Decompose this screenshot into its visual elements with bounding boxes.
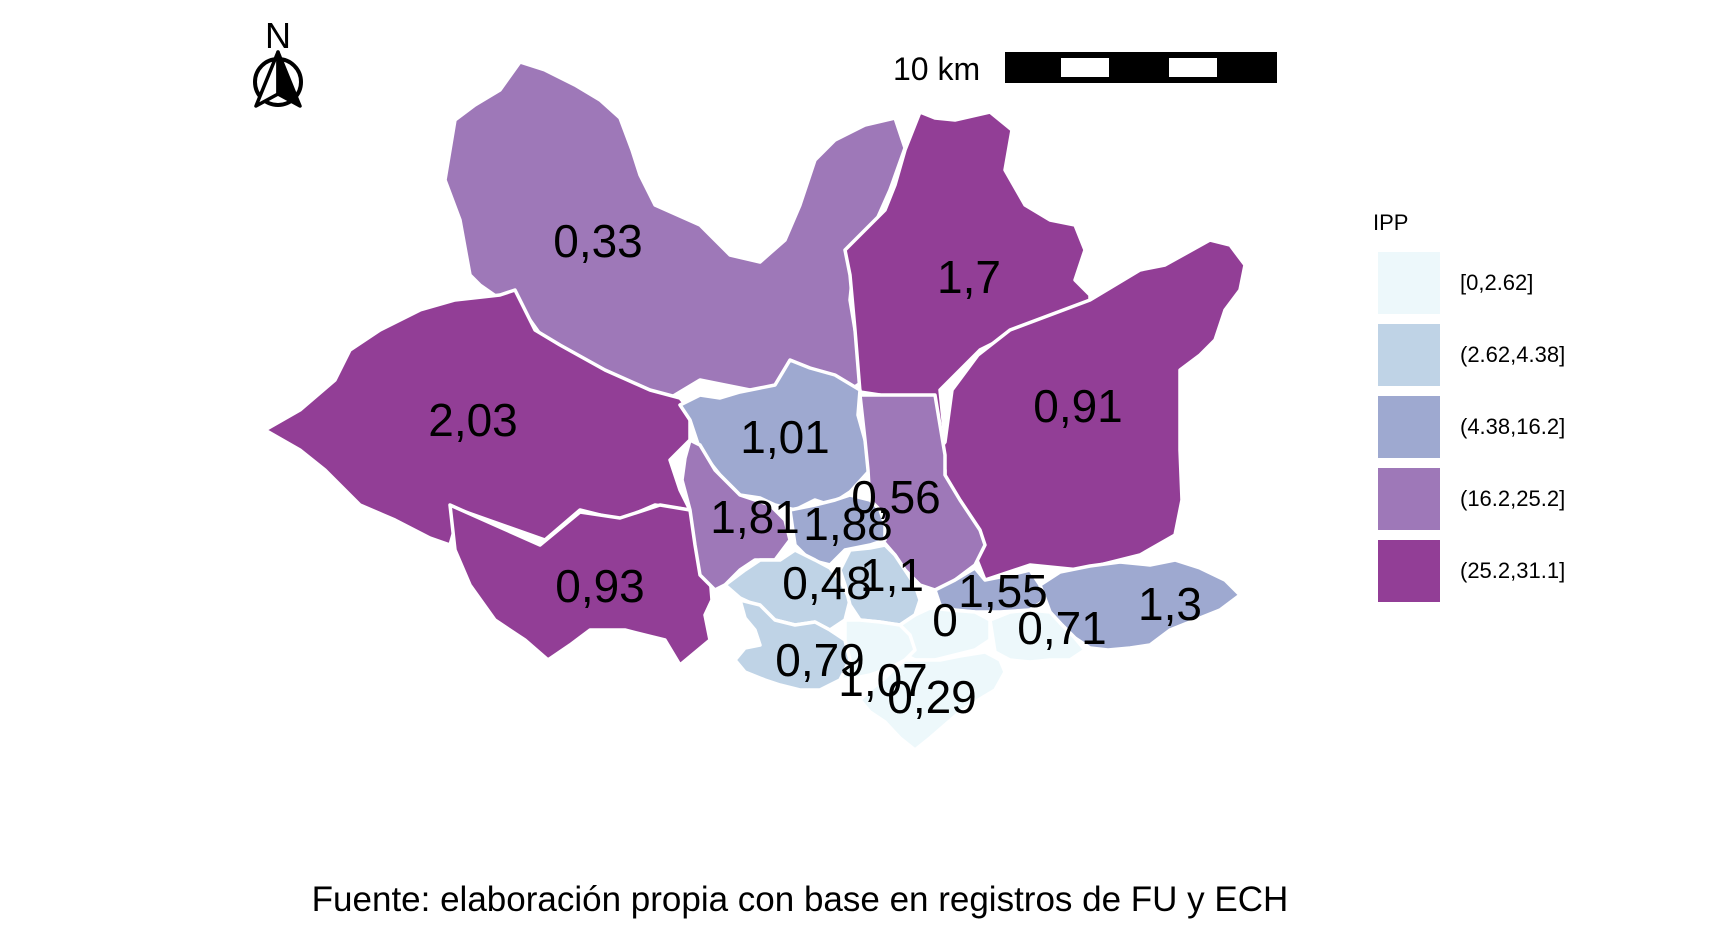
north-arrow-right-half	[276, 50, 302, 108]
region-label-north-center: 1,7	[937, 251, 1001, 303]
scale-bar-label: 10 km	[893, 51, 980, 87]
region-label-west: 2,03	[428, 394, 518, 446]
region-label-center-south: 1,88	[803, 498, 893, 550]
scale-bar-segment-white-1	[1061, 58, 1109, 77]
map-regions	[263, 60, 1247, 752]
legend-label-class-5: (25.2,31.1]	[1460, 558, 1565, 583]
north-arrow-letter: N	[265, 15, 291, 56]
region-label-south-east-inner: 1,55	[958, 565, 1048, 617]
region-label-south-center: 1,1	[860, 549, 924, 601]
region-label-center-east: 0,56	[851, 471, 941, 523]
legend-label-class-4: (16.2,25.2]	[1460, 486, 1565, 511]
scale-bar: 10 km	[893, 51, 1277, 87]
region-south-west-coast	[733, 598, 852, 692]
legend: IPP [0,2.62] (2.62,4.38] (4.38,16.2] (16…	[1373, 210, 1565, 604]
north-arrow: N	[253, 15, 303, 108]
scale-bar-segment-white-2	[1169, 58, 1217, 77]
region-north-center	[843, 110, 1092, 454]
source-caption: Fuente: elaboración propia con base en r…	[311, 880, 1289, 919]
region-label-south-east-low: 0,71	[1017, 602, 1107, 654]
region-label-north-west: 0,33	[553, 215, 643, 267]
region-labels: 0,33 1,7 2,03 0,91 1,01 0,56 0,93 1,81 1…	[428, 215, 1202, 723]
legend-label-class-1: [0,2.62]	[1460, 270, 1533, 295]
region-label-south-tip: 0,29	[887, 671, 977, 723]
legend-label-class-3: (4.38,16.2]	[1460, 414, 1565, 439]
region-label-center-west: 1,81	[710, 491, 800, 543]
legend-swatch-class-3	[1376, 394, 1442, 460]
region-label-far-east: 1,3	[1138, 578, 1202, 630]
legend-swatch-class-2	[1376, 322, 1442, 388]
region-label-east: 0,91	[1033, 380, 1123, 432]
region-south-east-low	[988, 608, 1087, 664]
region-label-south-center-left: 0,48	[782, 557, 872, 609]
legend-swatch-class-4	[1376, 466, 1442, 532]
region-south-west	[448, 503, 717, 667]
region-label-south-west-coast: 0,79	[775, 634, 865, 686]
region-label-south-west: 0,93	[555, 560, 645, 612]
region-south-tip	[858, 650, 1007, 752]
scale-bar-frame	[1005, 52, 1277, 83]
region-label-south-coast: 1,07	[838, 654, 928, 706]
legend-label-class-2: (2.62,4.38]	[1460, 342, 1565, 367]
region-center-west	[680, 438, 792, 592]
region-label-center: 1,01	[740, 411, 830, 463]
region-label-south-center-low: 0	[932, 594, 958, 646]
legend-title: IPP	[1373, 210, 1408, 235]
legend-swatch-class-1	[1376, 250, 1442, 316]
legend-swatch-class-5	[1376, 538, 1442, 604]
